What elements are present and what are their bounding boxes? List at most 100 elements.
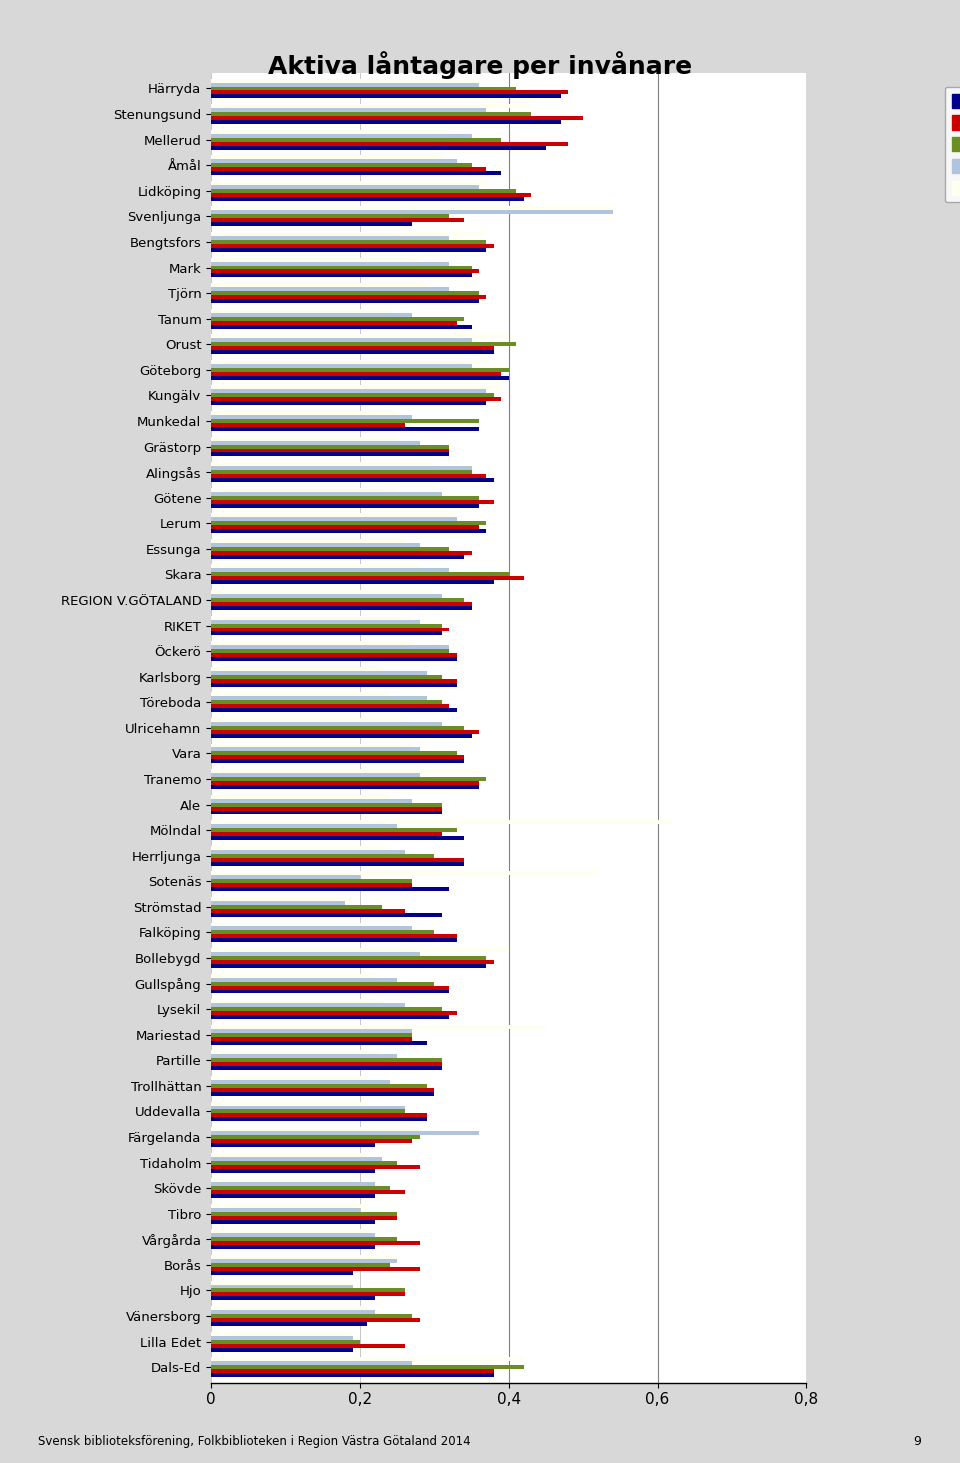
- Bar: [211, 835, 465, 840]
- Bar: [211, 1267, 420, 1271]
- Bar: [211, 530, 487, 533]
- Bar: [211, 897, 352, 901]
- Bar: [211, 164, 471, 167]
- Bar: [211, 1160, 397, 1165]
- Bar: [211, 964, 487, 969]
- Bar: [211, 284, 427, 287]
- Bar: [211, 325, 471, 329]
- Bar: [211, 1220, 374, 1223]
- Bar: [211, 1204, 368, 1208]
- Bar: [211, 1058, 442, 1062]
- Bar: [211, 1135, 420, 1140]
- Bar: [211, 478, 493, 481]
- Bar: [211, 786, 479, 789]
- Bar: [211, 376, 509, 380]
- Bar: [211, 1238, 397, 1241]
- Bar: [211, 913, 442, 917]
- Bar: [211, 857, 465, 862]
- Bar: [211, 645, 449, 650]
- Bar: [211, 1358, 524, 1361]
- Bar: [211, 1131, 479, 1135]
- Bar: [211, 547, 449, 550]
- Bar: [211, 565, 420, 569]
- Bar: [211, 487, 397, 492]
- Bar: [211, 657, 457, 661]
- Bar: [211, 474, 487, 478]
- Bar: [211, 206, 613, 211]
- Bar: [211, 1004, 405, 1007]
- Bar: [211, 977, 397, 982]
- Bar: [211, 1024, 546, 1028]
- Bar: [211, 670, 427, 674]
- Bar: [211, 1280, 352, 1285]
- Bar: [211, 1067, 442, 1071]
- Bar: [211, 1361, 412, 1365]
- Bar: [211, 1309, 374, 1314]
- Bar: [211, 989, 449, 993]
- Bar: [211, 1314, 412, 1318]
- Bar: [211, 901, 346, 906]
- Bar: [211, 1255, 397, 1260]
- Bar: [211, 1062, 442, 1067]
- Bar: [211, 257, 420, 262]
- Bar: [211, 777, 487, 781]
- Bar: [211, 960, 493, 964]
- Bar: [211, 1050, 382, 1055]
- Bar: [211, 1165, 420, 1169]
- Bar: [211, 616, 412, 620]
- Bar: [211, 1075, 368, 1080]
- Bar: [211, 1178, 352, 1182]
- Bar: [211, 514, 457, 518]
- Bar: [211, 108, 487, 113]
- Bar: [211, 274, 471, 278]
- Bar: [211, 721, 442, 726]
- Bar: [211, 247, 487, 252]
- Bar: [211, 130, 449, 133]
- Bar: [211, 628, 449, 632]
- Bar: [211, 1040, 427, 1045]
- Bar: [211, 875, 360, 879]
- Bar: [211, 594, 442, 598]
- Bar: [211, 879, 412, 884]
- Bar: [211, 1011, 457, 1015]
- Bar: [211, 938, 457, 942]
- Bar: [211, 759, 465, 764]
- Bar: [211, 734, 471, 737]
- Bar: [211, 367, 509, 372]
- Bar: [211, 726, 465, 730]
- Bar: [211, 1347, 352, 1352]
- Bar: [211, 155, 442, 159]
- Bar: [211, 296, 487, 298]
- Bar: [211, 679, 457, 683]
- Bar: [211, 1216, 397, 1220]
- Bar: [211, 606, 471, 610]
- Bar: [211, 1229, 368, 1233]
- Text: Svensk biblioteksförening, Folkbiblioteken i Region Västra Götaland 2014: Svensk biblioteksförening, Folkbibliotek…: [38, 1435, 471, 1448]
- Bar: [211, 521, 487, 525]
- Bar: [211, 748, 420, 752]
- Bar: [211, 518, 457, 521]
- Bar: [211, 1007, 442, 1011]
- Bar: [211, 389, 487, 394]
- Bar: [211, 872, 598, 875]
- Bar: [211, 772, 420, 777]
- Bar: [211, 320, 457, 325]
- Bar: [211, 641, 412, 645]
- Bar: [211, 1296, 374, 1301]
- Bar: [211, 692, 390, 696]
- Bar: [211, 452, 449, 456]
- Bar: [211, 113, 531, 116]
- Bar: [211, 211, 613, 215]
- Bar: [211, 1289, 405, 1292]
- Bar: [211, 923, 368, 926]
- Bar: [211, 974, 374, 977]
- Bar: [211, 1343, 405, 1347]
- Bar: [211, 401, 487, 405]
- Text: 9: 9: [914, 1435, 922, 1448]
- Bar: [211, 846, 390, 850]
- Bar: [211, 309, 390, 313]
- Bar: [211, 1037, 412, 1040]
- Bar: [211, 952, 420, 955]
- Bar: [211, 704, 449, 708]
- Bar: [211, 1374, 493, 1377]
